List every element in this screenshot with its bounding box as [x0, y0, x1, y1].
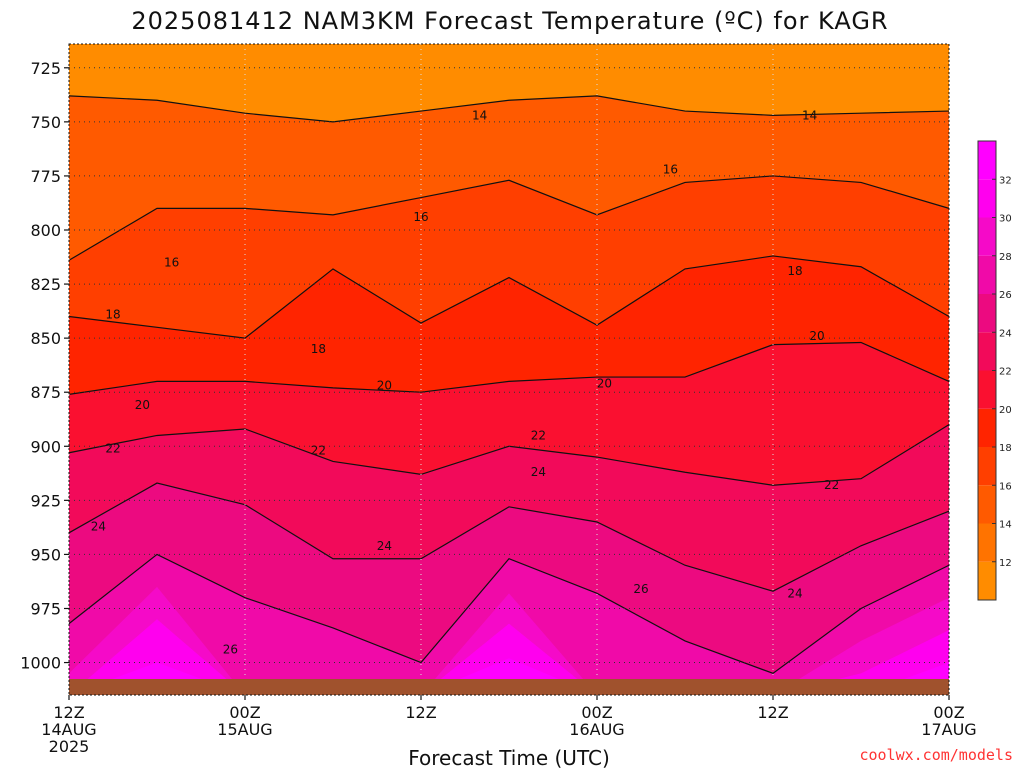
x-tick-label: 17AUG — [921, 720, 976, 739]
y-tick-label: 900 — [30, 437, 61, 456]
contour-label: 18 — [787, 264, 802, 278]
contour-label: 24 — [377, 539, 392, 553]
y-tick-label: 850 — [30, 329, 61, 348]
contour-label: 18 — [311, 342, 326, 356]
isotherm-14 — [68, 95, 950, 123]
x-tick-label: 00Z — [581, 703, 612, 722]
contour-label: 14 — [472, 108, 487, 122]
colorbar-tick-label: 30 — [999, 214, 1012, 225]
contour-label: 22 — [311, 444, 326, 458]
colorbar-tick-label: 18 — [999, 443, 1012, 454]
credit-text[interactable]: coolwx.com/models — [859, 746, 1013, 764]
isotherm-26 — [68, 553, 950, 675]
y-tick-label: 825 — [30, 275, 61, 294]
contour-label: 22 — [105, 441, 120, 455]
colorbar-segment — [978, 294, 996, 333]
colorbar-tick-label: 26 — [999, 290, 1012, 301]
colorbar-legend: 12 14 16 18 20 22 24 26 28 30 32 — [977, 140, 1012, 601]
plot-frame — [68, 43, 950, 696]
temperature-fills — [69, 95, 949, 695]
x-tick-label: 00Z — [229, 703, 260, 722]
contour-label: 24 — [787, 586, 802, 600]
contour-label: 22 — [824, 478, 839, 492]
colorbar-tick-label: 12 — [999, 558, 1012, 569]
chart-title: 2025081412 NAM3KM Forecast Temperature (… — [131, 7, 888, 35]
x-tick-label: 14AUG — [41, 720, 96, 739]
y-tick-label: 950 — [30, 545, 61, 564]
x-tick-label: 00Z — [933, 703, 964, 722]
temp-band-32 — [69, 658, 949, 695]
colorbar-segment — [978, 408, 996, 447]
y-tick-label: 975 — [30, 599, 61, 618]
colorbar-segment — [978, 447, 996, 486]
contour-label: 22 — [531, 428, 546, 442]
contour-labels: 14 14 16 16 16 18 18 18 20 20 20 20 22 22 22 22 24 24 24 24… — [91, 108, 840, 656]
isotherm-16 — [68, 175, 950, 261]
colorbar-tick-label: 24 — [999, 328, 1012, 339]
y-tick-label: 875 — [30, 383, 61, 402]
x-tick-label: 12Z — [53, 703, 84, 722]
x-tick-label: 12Z — [757, 703, 788, 722]
colorbar-segment — [978, 485, 996, 524]
isotherm-24 — [68, 482, 950, 592]
y-tick-label: 725 — [30, 59, 61, 78]
contour-label: 16 — [164, 255, 179, 269]
temp-band-30 — [69, 619, 949, 695]
contour-label: 16 — [413, 210, 428, 224]
contour-label: 26 — [223, 643, 238, 657]
contour-label: 20 — [809, 329, 824, 343]
colorbar-tick-label: 20 — [999, 405, 1012, 416]
colorbar-segment — [978, 332, 996, 371]
colorbar-segment — [978, 179, 996, 218]
isotherm-18 — [68, 255, 950, 339]
x-tick-label: 12Z — [405, 703, 436, 722]
contour-label: 20 — [597, 377, 612, 391]
x-axis-label: Forecast Time (UTC) — [408, 746, 610, 768]
y-tick-label: 775 — [30, 167, 61, 186]
contour-label: 26 — [633, 582, 648, 596]
colorbar-tick-label: 22 — [999, 367, 1012, 378]
contour-label: 24 — [91, 519, 106, 533]
colorbar-segment — [978, 141, 996, 180]
colorbar-tick-label: 14 — [999, 520, 1012, 531]
colorbar-segment — [978, 370, 996, 409]
contour-label: 18 — [105, 307, 120, 321]
y-tick-label: 1000 — [20, 654, 61, 673]
plot-area: 14 14 16 16 16 18 18 18 20 20 20 20 22 22 22 22 24 24 24 24… — [68, 43, 950, 696]
contour-label: 14 — [802, 108, 817, 122]
colorbar-segment — [978, 523, 996, 562]
y-tick-label: 800 — [30, 221, 61, 240]
contour-label: 24 — [531, 465, 546, 479]
terrain-ground — [69, 679, 949, 695]
x-tick-label: 15AUG — [217, 720, 272, 739]
x-tick-label: 16AUG — [569, 720, 624, 739]
y-tick-label: 750 — [30, 113, 61, 132]
colorbar-tick-label: 32 — [999, 175, 1012, 186]
colorbar-tick-label: 16 — [999, 481, 1012, 492]
x-tick-label: 2025 — [49, 737, 90, 756]
contour-label: 16 — [663, 162, 678, 176]
y-axis: 725 750 775 800 825 850 875 900 925 950 975 1000 — [20, 59, 69, 673]
colorbar-segment — [978, 217, 996, 256]
isotherm-contours — [68, 95, 950, 675]
grid-lines — [68, 44, 950, 695]
colorbar-tick-label: 28 — [999, 252, 1012, 263]
colorbar-segment — [978, 561, 996, 600]
contour-label: 20 — [135, 398, 150, 412]
y-tick-label: 925 — [30, 491, 61, 510]
contour-label: 20 — [377, 379, 392, 393]
isotherm-20 — [68, 341, 950, 395]
colorbar-segment — [978, 255, 996, 294]
